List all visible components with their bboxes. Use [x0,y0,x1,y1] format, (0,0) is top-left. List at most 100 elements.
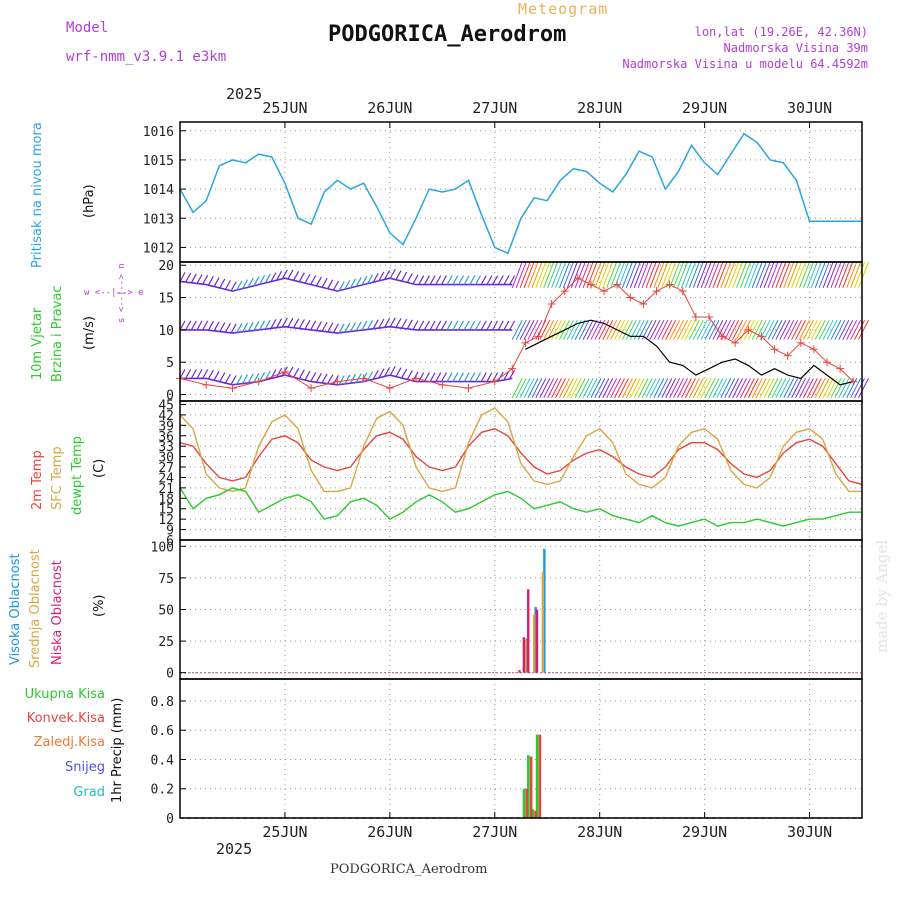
wind-streak [551,261,563,289]
wind-streak [708,319,720,340]
wind-barb [259,320,266,331]
wind-streak [755,378,767,398]
wind-barb [236,375,243,385]
wind-streak [818,378,830,398]
wind-streak [712,261,724,289]
y-tick-label: 42 [158,409,174,424]
pressure-unit: (hPa) [82,184,97,218]
date-label-bottom: 25JUN [262,823,307,841]
gust-marker [586,280,595,289]
wind-barb [401,368,408,379]
wind-streak [531,319,543,340]
wind-streak [858,378,869,398]
wind-streak [826,319,838,340]
wind-barb [259,372,266,382]
wind-streak [720,261,732,289]
wind-barb [457,372,465,382]
wind-streak [669,378,681,398]
wind-barb [475,372,482,382]
wind-streak [645,319,657,340]
wind-streak [566,378,578,398]
wind-streak [582,319,594,340]
wind-streak [830,261,842,289]
temp-2m-line [180,428,862,486]
wind-barb [423,275,430,285]
wind-streak [767,378,779,398]
date-label-top: 25JUN [262,99,307,117]
wind-streak [787,319,799,340]
wind-barb [315,321,322,331]
wind-barb [293,368,300,378]
wind-barb [253,372,260,383]
wind-streak [555,378,566,398]
wind-streak [539,261,551,289]
wind-streak [814,261,826,289]
wind-streak [822,261,834,289]
wind-streak [810,378,822,398]
wind-streak [621,261,633,289]
wind-streak [637,378,649,398]
cloud-bar [527,589,530,673]
wind-streak [681,378,692,398]
wind-streak [661,319,673,340]
date-label-bottom: 29JUN [682,823,727,841]
wind-barb [367,371,374,381]
wind-barb [207,369,214,380]
wind-streak [806,319,818,340]
wind-streak [562,378,574,398]
wind-barb [236,280,243,291]
wind-barb [497,371,504,382]
wind-barb [293,318,300,329]
wind-streak [775,261,787,289]
wind-streak [665,261,677,289]
date-label-bottom: 27JUN [472,823,517,841]
wind-streak [547,319,559,340]
y-tick-label: 75 [158,572,174,587]
wind-barb [389,268,396,279]
precip-label-hail: Grad [73,785,105,800]
wind-streak [767,319,779,340]
gust-marker [639,300,648,309]
wind-barb [344,374,351,385]
gust-marker [508,364,517,373]
wind-barb [435,275,442,285]
wind-streak [740,378,751,398]
wind-barb [276,270,283,281]
y-tick-label: 12 [158,513,174,528]
wind-streak [692,378,704,398]
data-layer [176,132,869,819]
wind-streak [661,261,673,289]
wind-barb [440,275,447,285]
wind-streak [779,378,791,398]
gust-marker [534,332,543,341]
wind-barb [338,281,345,291]
wind-barb [497,320,504,331]
y-tick-label: 0 [166,389,174,404]
wind-barb [469,320,476,331]
wind-streak [665,378,677,398]
wind-barb [321,373,328,384]
wind-streak [606,378,618,398]
wind-barb [361,275,368,286]
wind-streak [704,261,716,289]
wind-barb [372,369,379,380]
wind-streak [736,261,747,289]
wind-direction-row [180,374,513,386]
y-tick-label: 100 [151,540,174,555]
wind-streak [834,378,846,398]
wind-streak [511,378,523,398]
wind-barb [440,372,447,382]
wind-streak [763,261,775,289]
wind-streak [566,261,578,289]
wind-streak [649,319,661,340]
wind-barb [463,275,470,285]
wind-streak [810,261,822,289]
y-tick-label: 24 [158,471,174,486]
wind-barb [219,278,226,289]
wind-streak [665,319,677,340]
cloud-label-mid: Srednja Oblacnost [28,549,43,668]
wind-barb [185,272,192,283]
gust-marker [359,374,368,383]
wind-streak [842,319,854,340]
gust-marker [280,367,289,376]
